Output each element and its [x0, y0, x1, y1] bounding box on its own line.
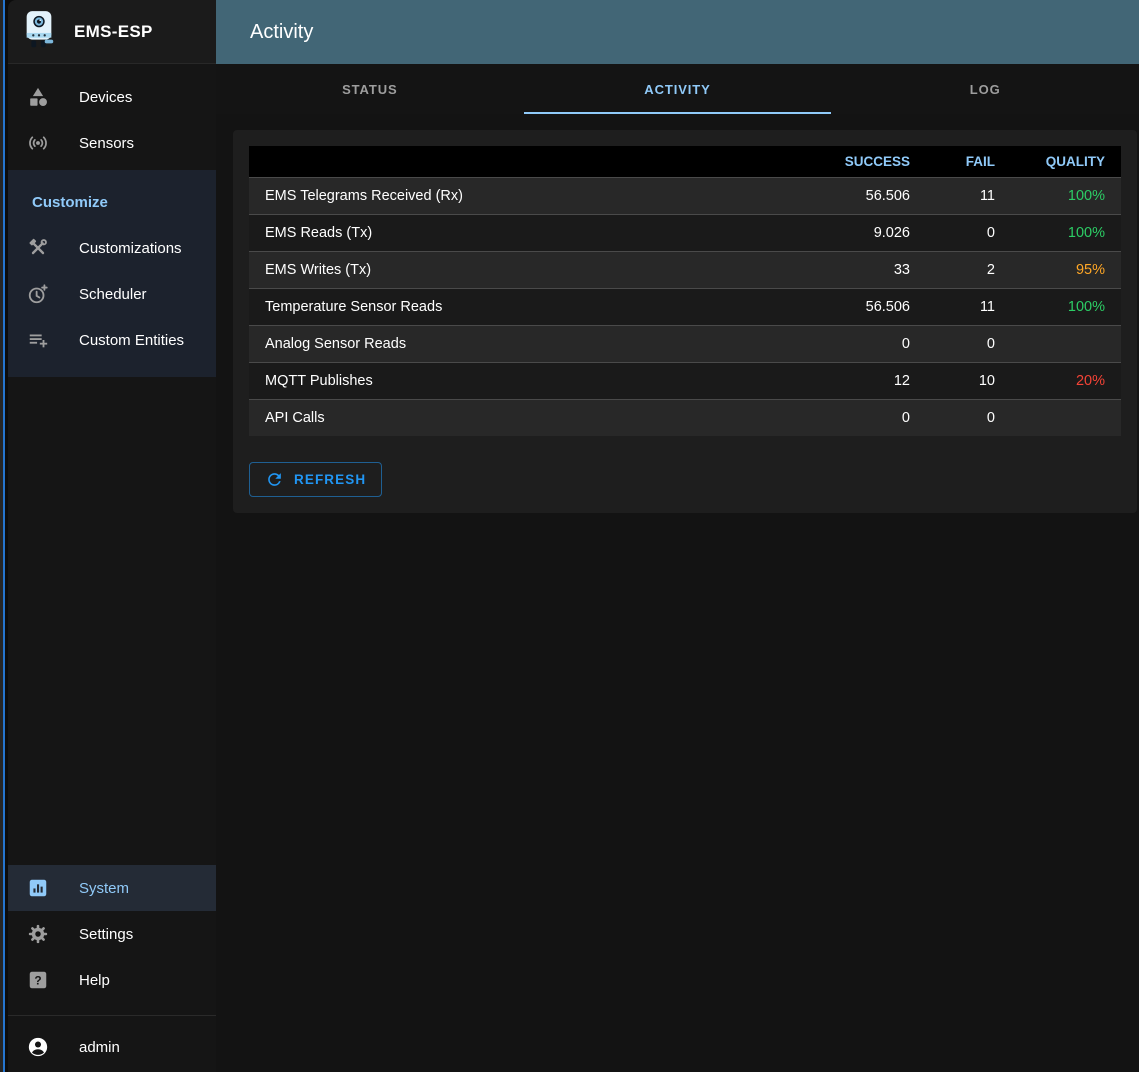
sidebar-divider	[8, 1015, 216, 1016]
sidebar-item-settings[interactable]: Settings	[8, 911, 216, 957]
refresh-button-label: REFRESH	[294, 472, 367, 487]
tab-log[interactable]: LOG	[969, 81, 1001, 97]
customize-section-header: Customize	[32, 194, 108, 211]
sidebar-item-sensors[interactable]: Sensors	[8, 120, 216, 166]
row-name: Analog Sensor Reads	[249, 325, 806, 363]
sidebar-item-system[interactable]: System	[8, 865, 216, 911]
svg-text:?: ?	[34, 973, 41, 987]
row-fail: 0	[926, 214, 1011, 252]
sidebar-item-label: Help	[79, 971, 110, 989]
sidebar-item-help[interactable]: ? Help	[8, 957, 216, 1003]
appbar: Activity	[216, 0, 1139, 64]
row-fail: 11	[926, 288, 1011, 326]
customize-section: Customize Customizations	[8, 170, 216, 377]
row-success: 9.026	[806, 214, 926, 252]
gear-icon	[26, 922, 50, 946]
row-success: 56.506	[806, 288, 926, 326]
sidebar-item-scheduler[interactable]: Scheduler	[8, 271, 216, 317]
activity-table-header: SUCCESS FAIL QUALITY	[249, 146, 1121, 178]
playlist-add-icon	[26, 328, 50, 352]
row-fail: 10	[926, 362, 1011, 400]
sidebar-item-devices[interactable]: Devices	[8, 74, 216, 120]
table-row: Analog Sensor Reads 0 0	[249, 325, 1121, 363]
row-name: EMS Telegrams Received (Rx)	[249, 177, 806, 215]
col-success: SUCCESS	[806, 146, 926, 178]
sidebar-item-label: Settings	[79, 925, 134, 943]
sidebar-spacer	[8, 377, 216, 865]
row-quality	[1011, 325, 1121, 363]
row-quality: 100%	[1011, 288, 1121, 326]
brand-header: EMS-ESP	[8, 0, 216, 64]
window-edge-strip	[0, 0, 8, 1072]
row-name: EMS Writes (Tx)	[249, 251, 806, 289]
row-quality	[1011, 399, 1121, 436]
row-name: API Calls	[249, 399, 806, 436]
sidebar-item-label: System	[79, 879, 130, 897]
main-area: Activity STATUS ACTIVITY LOG SUCCESS FAI…	[216, 0, 1139, 1072]
username-label: admin	[79, 1038, 120, 1056]
sidebar-item-label: Customizations	[79, 239, 182, 257]
row-fail: 0	[926, 325, 1011, 363]
schedule-add-icon	[26, 282, 50, 306]
row-success: 0	[806, 325, 926, 363]
refresh-button[interactable]: REFRESH	[249, 462, 383, 497]
col-fail: FAIL	[926, 146, 1011, 178]
row-quality: 95%	[1011, 251, 1121, 289]
sensors-icon	[26, 131, 50, 155]
sidebar-item-label: Sensors	[79, 134, 135, 152]
tab-bar: STATUS ACTIVITY LOG	[216, 64, 1139, 114]
table-row: API Calls 0 0	[249, 399, 1121, 436]
table-row: Temperature Sensor Reads 56.506 11 100%	[249, 288, 1121, 326]
tab-activity[interactable]: ACTIVITY	[523, 64, 832, 114]
row-success: 0	[806, 399, 926, 436]
account-circle-icon	[26, 1035, 50, 1059]
table-row: EMS Telegrams Received (Rx) 56.506 11 10…	[249, 177, 1121, 215]
sidebar: EMS-ESP Devices	[8, 0, 216, 1072]
activity-card: SUCCESS FAIL QUALITY EMS Telegrams Recei…	[233, 130, 1137, 513]
sidebar-item-customizations[interactable]: Customizations	[8, 225, 216, 271]
sidebar-item-label: Scheduler	[79, 285, 147, 303]
sidebar-item-label: Custom Entities	[79, 331, 185, 349]
analytics-icon	[26, 876, 50, 900]
table-row: EMS Writes (Tx) 33 2 95%	[249, 251, 1121, 289]
help-icon: ?	[26, 968, 50, 992]
row-quality: 20%	[1011, 362, 1121, 400]
sidebar-item-user[interactable]: admin	[8, 1022, 216, 1072]
boiler-logo-icon	[26, 10, 54, 47]
row-fail: 0	[926, 399, 1011, 436]
row-name: EMS Reads (Tx)	[249, 214, 806, 252]
row-quality: 100%	[1011, 214, 1121, 252]
page-title: Activity	[250, 20, 314, 43]
row-success: 12	[806, 362, 926, 400]
row-name: Temperature Sensor Reads	[249, 288, 806, 326]
construction-icon	[26, 236, 50, 260]
table-row: EMS Reads (Tx) 9.026 0 100%	[249, 214, 1121, 252]
row-fail: 11	[926, 177, 1011, 215]
row-fail: 2	[926, 251, 1011, 289]
sidebar-item-label: Devices	[79, 88, 133, 106]
sidebar-item-custom-entities[interactable]: Custom Entities	[8, 317, 216, 363]
refresh-icon	[268, 473, 281, 486]
row-success: 56.506	[806, 177, 926, 215]
sidebar-nav-top: Devices Sensors	[8, 64, 216, 166]
row-success: 33	[806, 251, 926, 289]
row-name: MQTT Publishes	[249, 362, 806, 400]
tab-panel-activity: SUCCESS FAIL QUALITY EMS Telegrams Recei…	[216, 114, 1139, 1072]
category-icon	[26, 85, 50, 109]
tab-status[interactable]: STATUS	[342, 81, 398, 97]
activity-table: SUCCESS FAIL QUALITY EMS Telegrams Recei…	[249, 146, 1121, 436]
col-quality: QUALITY	[1011, 146, 1121, 178]
brand-name: EMS-ESP	[74, 21, 153, 41]
col-name	[249, 146, 806, 178]
table-row: MQTT Publishes 12 10 20%	[249, 362, 1121, 400]
row-quality: 100%	[1011, 177, 1121, 215]
